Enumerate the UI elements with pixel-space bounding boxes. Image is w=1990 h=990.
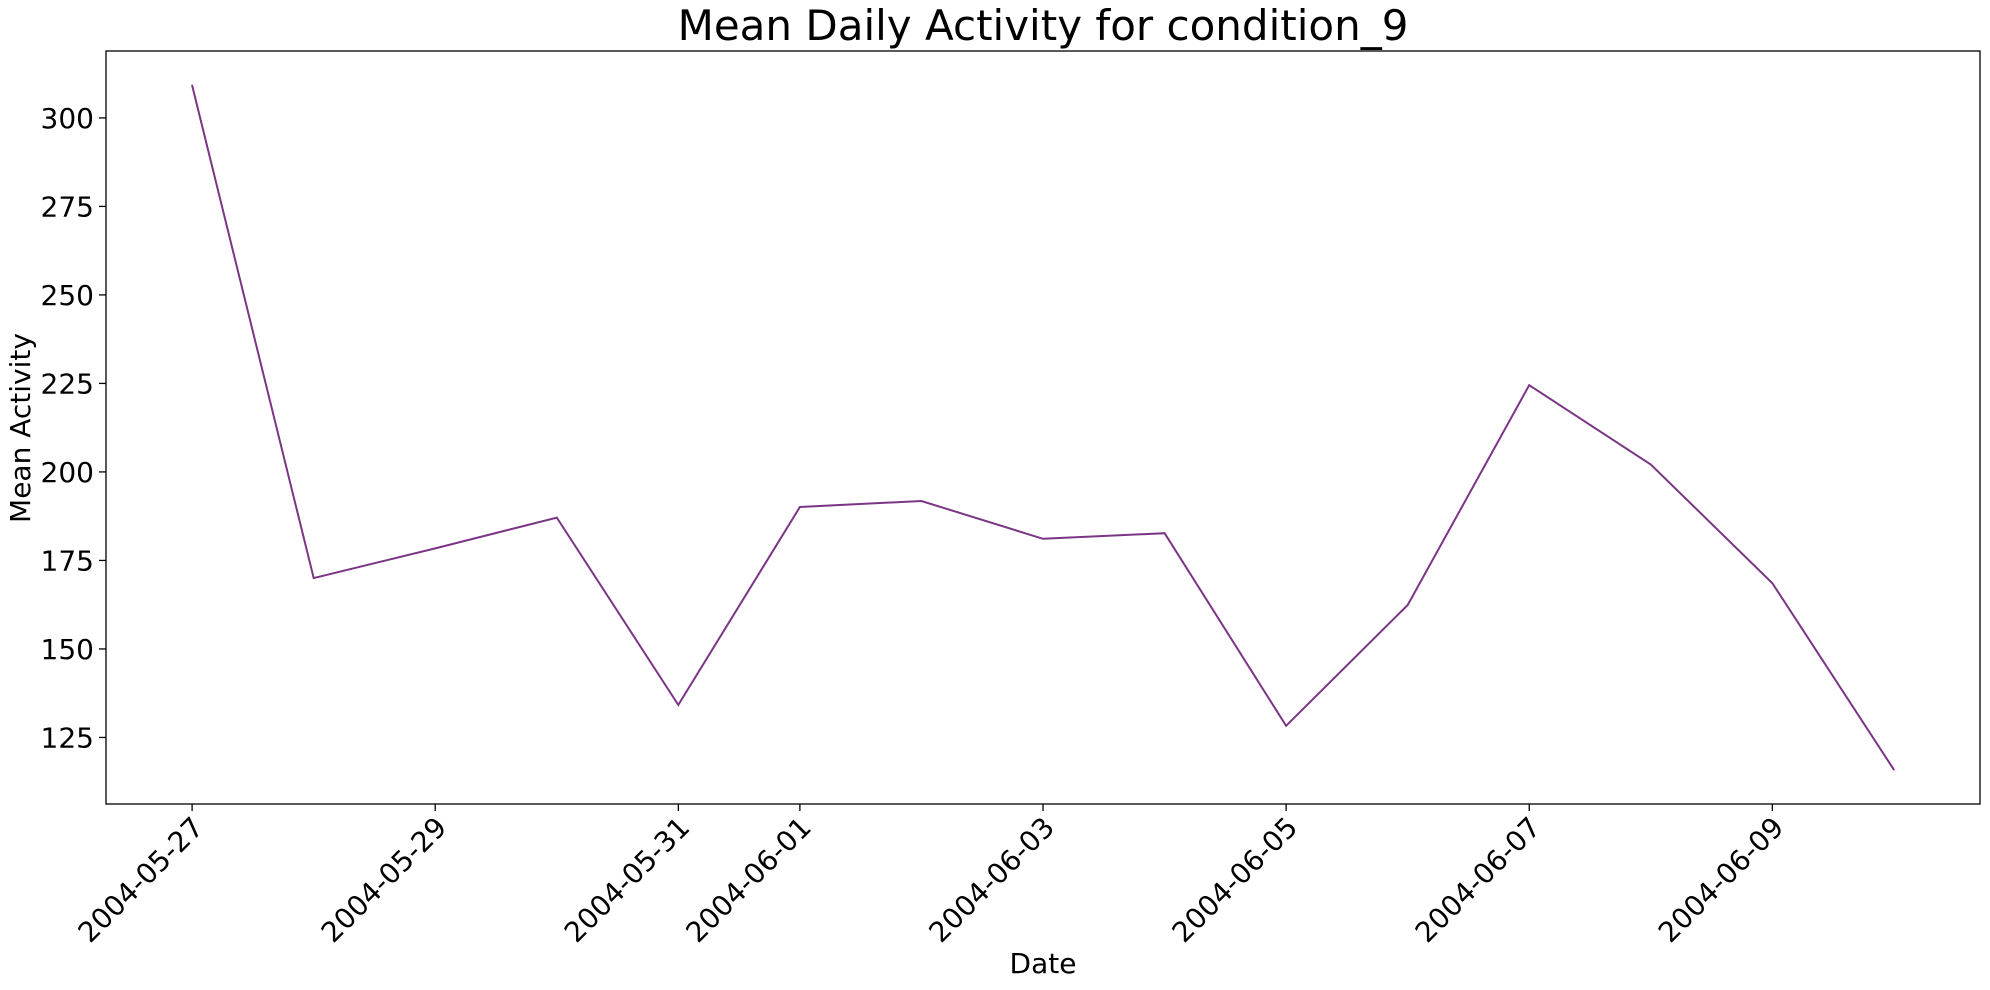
- data-point: [1771, 582, 1774, 584]
- y-tick-label: 175: [41, 544, 94, 577]
- data-point: [191, 84, 193, 87]
- x-tick-label: 2004-06-01: [679, 811, 817, 949]
- x-tick-label: 2004-05-31: [558, 811, 696, 949]
- data-point: [920, 500, 923, 502]
- y-tick-label: 250: [41, 279, 94, 312]
- x-tick-label: 2004-06-05: [1166, 811, 1304, 949]
- data-point: [1528, 384, 1531, 386]
- y-tick-label: 275: [41, 190, 94, 223]
- y-tick-label: 125: [41, 721, 94, 754]
- x-tick-label: 2004-05-27: [72, 811, 210, 949]
- data-point: [1163, 532, 1166, 534]
- x-tick-label: 2004-06-03: [923, 811, 1061, 949]
- data-point: [434, 547, 437, 550]
- y-axis-label: Mean Activity: [4, 333, 37, 523]
- x-axis-label: Date: [1010, 947, 1077, 980]
- plot-area-frame: [105, 50, 1981, 805]
- data-point: [799, 506, 801, 508]
- data-point: [1893, 768, 1895, 771]
- data-point: [555, 516, 558, 519]
- y-tick-label: 150: [41, 633, 94, 666]
- data-point: [1042, 538, 1044, 540]
- data-point: [312, 577, 315, 579]
- y-tick-label: 225: [41, 367, 94, 400]
- x-tick-label: 2004-05-29: [315, 811, 453, 949]
- x-axis: 2004-05-27 2004-05-29 2004-05-312004-06-01…: [72, 804, 1790, 949]
- y-tick-label: 200: [41, 456, 94, 489]
- y-tick-label: 300: [41, 102, 94, 135]
- y-axis: 125 150 175 200 225 250 275 300: [41, 102, 106, 754]
- x-tick-label: 2004-06-09: [1652, 811, 1790, 949]
- x-tick-label: 2004-06-07: [1409, 811, 1547, 949]
- series-line: [191, 85, 1895, 771]
- chart-title: Mean Daily Activity for condition_9: [678, 1, 1409, 50]
- data-point: [1285, 724, 1287, 727]
- data-point: [1649, 463, 1652, 466]
- data-point: [1406, 604, 1409, 606]
- data-point: [677, 704, 680, 706]
